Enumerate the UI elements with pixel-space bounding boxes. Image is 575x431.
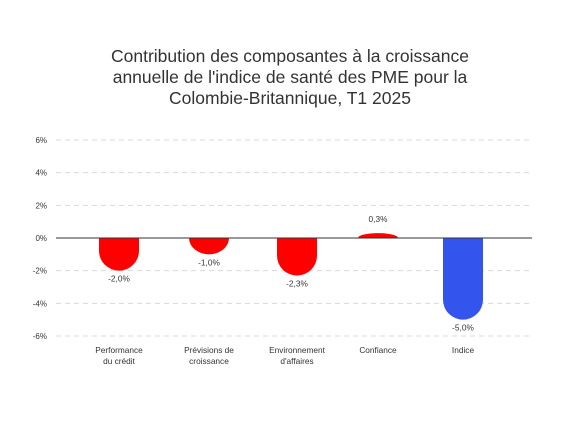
chart-title: Contribution des composantes à la croiss…	[40, 46, 540, 109]
data-label: -2,3%	[286, 279, 308, 289]
data-label: 0,3%	[369, 214, 389, 224]
category-label: Environnement	[269, 345, 326, 355]
y-tick-label: 0%	[35, 234, 47, 243]
category-label: Performance	[95, 345, 143, 355]
y-tick-label: -2%	[33, 267, 47, 276]
category-label: Indice	[452, 345, 475, 355]
chart-title-line-3: Colombie-Britannique, T1 2025	[169, 88, 411, 108]
category-label: croissance	[189, 356, 229, 366]
y-tick-label: 2%	[35, 201, 47, 210]
chart-title-line-2: annuelle de l'indice de santé des PME po…	[112, 67, 468, 87]
bar	[189, 238, 229, 255]
data-label: -2,0%	[108, 274, 130, 284]
bar	[277, 238, 317, 276]
bar	[99, 238, 139, 271]
data-labels: -2,0% -1,0% -2,3% 0,3% -5,0%	[108, 214, 474, 333]
chart-title-line-1: Contribution des composantes à la croiss…	[111, 46, 469, 66]
category-label: Prévisions de	[184, 345, 234, 355]
y-axis-tick-labels: 6% 4% 2% 0% -2% -4% -6%	[33, 136, 47, 341]
category-label: du crédit	[103, 356, 136, 366]
y-tick-label: -4%	[33, 299, 47, 308]
y-tick-label: 4%	[35, 169, 47, 178]
category-label: d'affaires	[280, 356, 313, 366]
y-tick-label: -6%	[33, 332, 47, 341]
bar	[358, 233, 398, 238]
category-label: Confiance	[359, 345, 397, 355]
bar	[443, 238, 483, 320]
data-label: -1,0%	[198, 257, 220, 267]
y-tick-label: 6%	[35, 136, 47, 145]
bars	[99, 233, 483, 320]
gridlines	[56, 139, 532, 337]
data-label: -5,0%	[452, 323, 474, 333]
